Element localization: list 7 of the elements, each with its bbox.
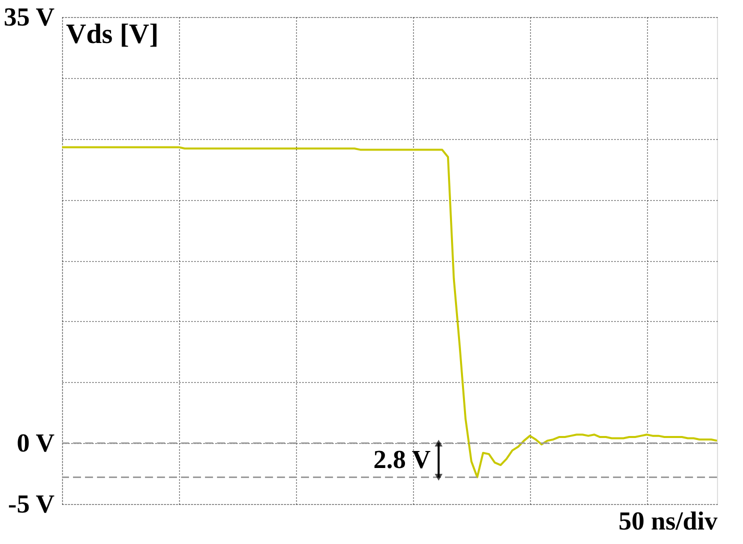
y-axis-title: Vds [V] — [66, 19, 159, 50]
y-tick-label: 0 V — [16, 428, 55, 458]
annotation: 2.8 V — [373, 445, 431, 474]
y-tick-label: 35 V — [4, 2, 55, 32]
y-tick-label: -5 V — [8, 490, 55, 518]
line-series — [61, 146, 718, 478]
x-axis-title: 50 ns/div — [618, 506, 718, 536]
